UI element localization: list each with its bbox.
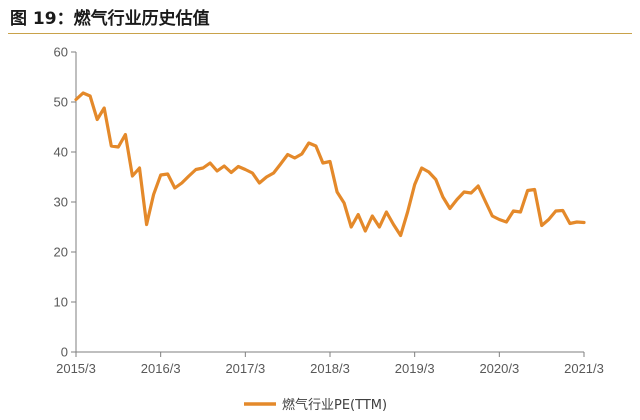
- x-tick-group: 2015/3 2016/3 2017/3 2018/3 2019/3 2020/3 2021…: [56, 352, 604, 376]
- y-tick-label: 30: [54, 195, 68, 210]
- title-divider: [8, 33, 632, 34]
- x-tick-label: 2019/3: [395, 361, 435, 376]
- y-tick-label: 20: [54, 245, 68, 260]
- y-tick-group: 0 10 20 30 40 50 60: [54, 45, 76, 360]
- y-tick-label: 40: [54, 145, 68, 160]
- x-tick-label: 2018/3: [310, 361, 350, 376]
- y-tick-label: 10: [54, 295, 68, 310]
- legend-label: 燃气行业PE(TTM): [282, 397, 387, 413]
- x-tick-label: 2017/3: [225, 361, 265, 376]
- x-tick-label: 2016/3: [141, 361, 181, 376]
- series-line-gas-pe: [74, 91, 586, 238]
- y-tick-label: 50: [54, 95, 68, 110]
- x-tick-label: 2020/3: [479, 361, 519, 376]
- figure-title: 图 19：燃气行业历史估值: [10, 9, 210, 29]
- y-tick-label: 60: [54, 45, 68, 60]
- chart-legend: 燃气行业PE(TTM): [244, 397, 387, 413]
- y-tick-label: 0: [61, 345, 68, 360]
- x-tick-label: 2021/3: [564, 361, 604, 376]
- x-tick-label: 2015/3: [56, 361, 96, 376]
